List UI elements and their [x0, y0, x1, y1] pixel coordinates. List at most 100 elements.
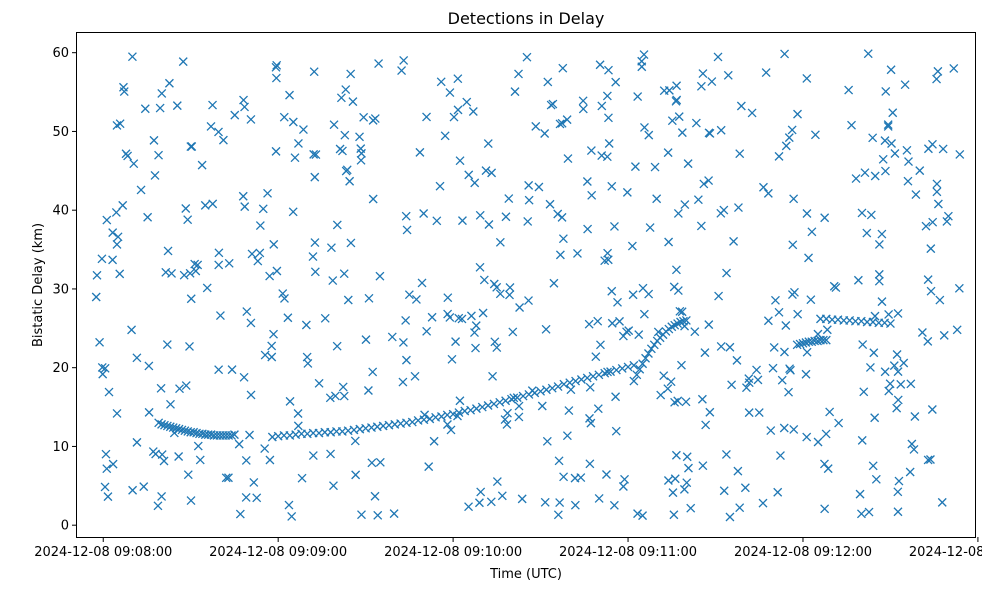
scatter-point: [364, 293, 374, 303]
scatter-point: [563, 154, 573, 164]
scatter-point: [514, 69, 523, 79]
scatter-point: [903, 176, 913, 186]
scatter-point: [904, 157, 913, 167]
scatter-point: [113, 232, 123, 242]
scatter-point: [265, 455, 275, 465]
scatter-point: [763, 316, 773, 326]
scatter-point: [675, 306, 685, 316]
scatter-point: [869, 348, 879, 358]
scatter-point: [455, 156, 465, 166]
track-point: [649, 340, 659, 350]
scatter-point: [183, 215, 193, 225]
scatter-point: [893, 507, 903, 517]
scatter-point: [193, 441, 203, 451]
scatter-point: [883, 120, 893, 130]
scatter-point: [593, 404, 603, 414]
scatter-point: [249, 478, 259, 487]
scatter-point: [716, 341, 726, 351]
scatter-point: [355, 132, 364, 142]
scatter-point: [339, 391, 349, 401]
scatter-point: [435, 181, 445, 191]
scatter-point: [564, 406, 574, 415]
scatter-point: [103, 492, 113, 502]
x-axis: 2024-12-08 09:08:00 2024-12-08 09:09:00 20…: [34, 537, 982, 560]
scatter-point: [773, 487, 783, 497]
scatter-point: [813, 437, 823, 447]
scatter-point: [214, 127, 223, 137]
scatter-point: [548, 99, 558, 109]
scatter-point: [893, 487, 903, 497]
scatter-point: [500, 415, 510, 425]
scatter-point: [440, 131, 450, 141]
scatter-point: [586, 418, 596, 428]
scatter-point: [375, 271, 385, 281]
scatter-point: [505, 283, 515, 292]
scatter-point: [118, 200, 128, 210]
scatter-point: [883, 121, 893, 131]
scatter-point: [704, 176, 714, 186]
track-point: [678, 316, 688, 326]
track-point: [576, 375, 586, 384]
scatter-point: [700, 348, 710, 358]
scatter-point: [793, 309, 803, 319]
scatter-point: [722, 268, 731, 278]
scatter-point: [669, 510, 679, 520]
scatter-point: [255, 248, 265, 258]
scatter-point: [387, 332, 397, 342]
scatter-point: [871, 474, 881, 484]
scatter-point: [471, 343, 480, 353]
track-point: [471, 404, 481, 414]
scatter-point: [885, 379, 895, 389]
scatter-point: [191, 266, 201, 276]
scatter-point: [260, 444, 270, 454]
scatter-point: [490, 337, 500, 347]
scatter-point: [752, 365, 762, 375]
scatter-point: [161, 267, 171, 277]
x-tick-label: 2024-12-08 09:08:00: [34, 545, 172, 560]
track-point: [553, 382, 563, 392]
scatter-point: [682, 478, 692, 488]
scatter-point: [820, 213, 830, 223]
scatter-point: [823, 464, 833, 474]
scatter-point: [252, 493, 262, 503]
scatter-point: [492, 477, 502, 486]
scatter-point: [604, 65, 613, 75]
scatter-point: [115, 269, 125, 279]
scatter-point: [820, 504, 830, 514]
scatter-point: [742, 383, 751, 393]
scatter-point: [401, 355, 411, 365]
scatter-point: [531, 121, 541, 131]
scatter-point: [714, 291, 724, 301]
track-point: [559, 379, 569, 389]
scatter-point: [607, 181, 617, 191]
scatter-point: [802, 432, 812, 442]
scatter-point: [468, 107, 478, 116]
scatter-point: [909, 444, 919, 454]
scatter-point: [744, 378, 754, 388]
scatter-point: [759, 182, 768, 192]
scatter-point: [607, 286, 617, 296]
scatter-point: [401, 211, 411, 221]
scatter-point: [557, 212, 567, 222]
scatter-point: [398, 377, 408, 387]
scatter-point: [672, 95, 682, 105]
plot-area-frame: [76, 32, 976, 538]
scatter-point: [801, 369, 811, 379]
scatter-point: [143, 212, 153, 222]
scatter-point: [585, 459, 595, 469]
scatter-point: [404, 290, 414, 300]
scatter-point: [602, 152, 612, 162]
track-point: [571, 376, 581, 386]
scatter-point: [397, 66, 407, 76]
scatter-point: [271, 62, 281, 72]
scatter-point: [804, 253, 813, 263]
scatter-point: [329, 120, 339, 130]
scatter-point: [320, 313, 330, 323]
scatter-point: [374, 59, 384, 69]
scatter-point: [206, 121, 216, 131]
track-point: [483, 401, 493, 410]
scatter-point: [691, 118, 701, 128]
scatter-point: [622, 187, 632, 197]
scatter-point: [652, 194, 662, 204]
